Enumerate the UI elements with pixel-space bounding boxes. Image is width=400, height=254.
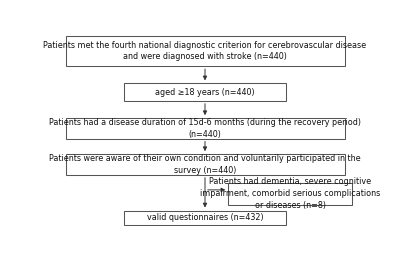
Text: Patients were aware of their own condition and voluntarily participated in the
s: Patients were aware of their own conditi… (49, 154, 361, 175)
Text: valid questionnaires (n=432): valid questionnaires (n=432) (147, 213, 263, 222)
FancyBboxPatch shape (66, 118, 344, 138)
FancyBboxPatch shape (66, 36, 344, 66)
FancyBboxPatch shape (124, 83, 286, 101)
FancyBboxPatch shape (66, 154, 344, 175)
Text: Patients had dementia, severe cognitive
impairment, comorbid serious complicatio: Patients had dementia, severe cognitive … (200, 178, 380, 210)
FancyBboxPatch shape (124, 211, 286, 225)
Text: Patients met the fourth national diagnostic criterion for cerebrovascular diseas: Patients met the fourth national diagnos… (44, 41, 366, 61)
Text: aged ≥18 years (n=440): aged ≥18 years (n=440) (155, 88, 255, 97)
Text: Patients had a disease duration of 15d-6 months (during the recovery period)
(n=: Patients had a disease duration of 15d-6… (49, 118, 361, 139)
FancyBboxPatch shape (228, 183, 352, 205)
